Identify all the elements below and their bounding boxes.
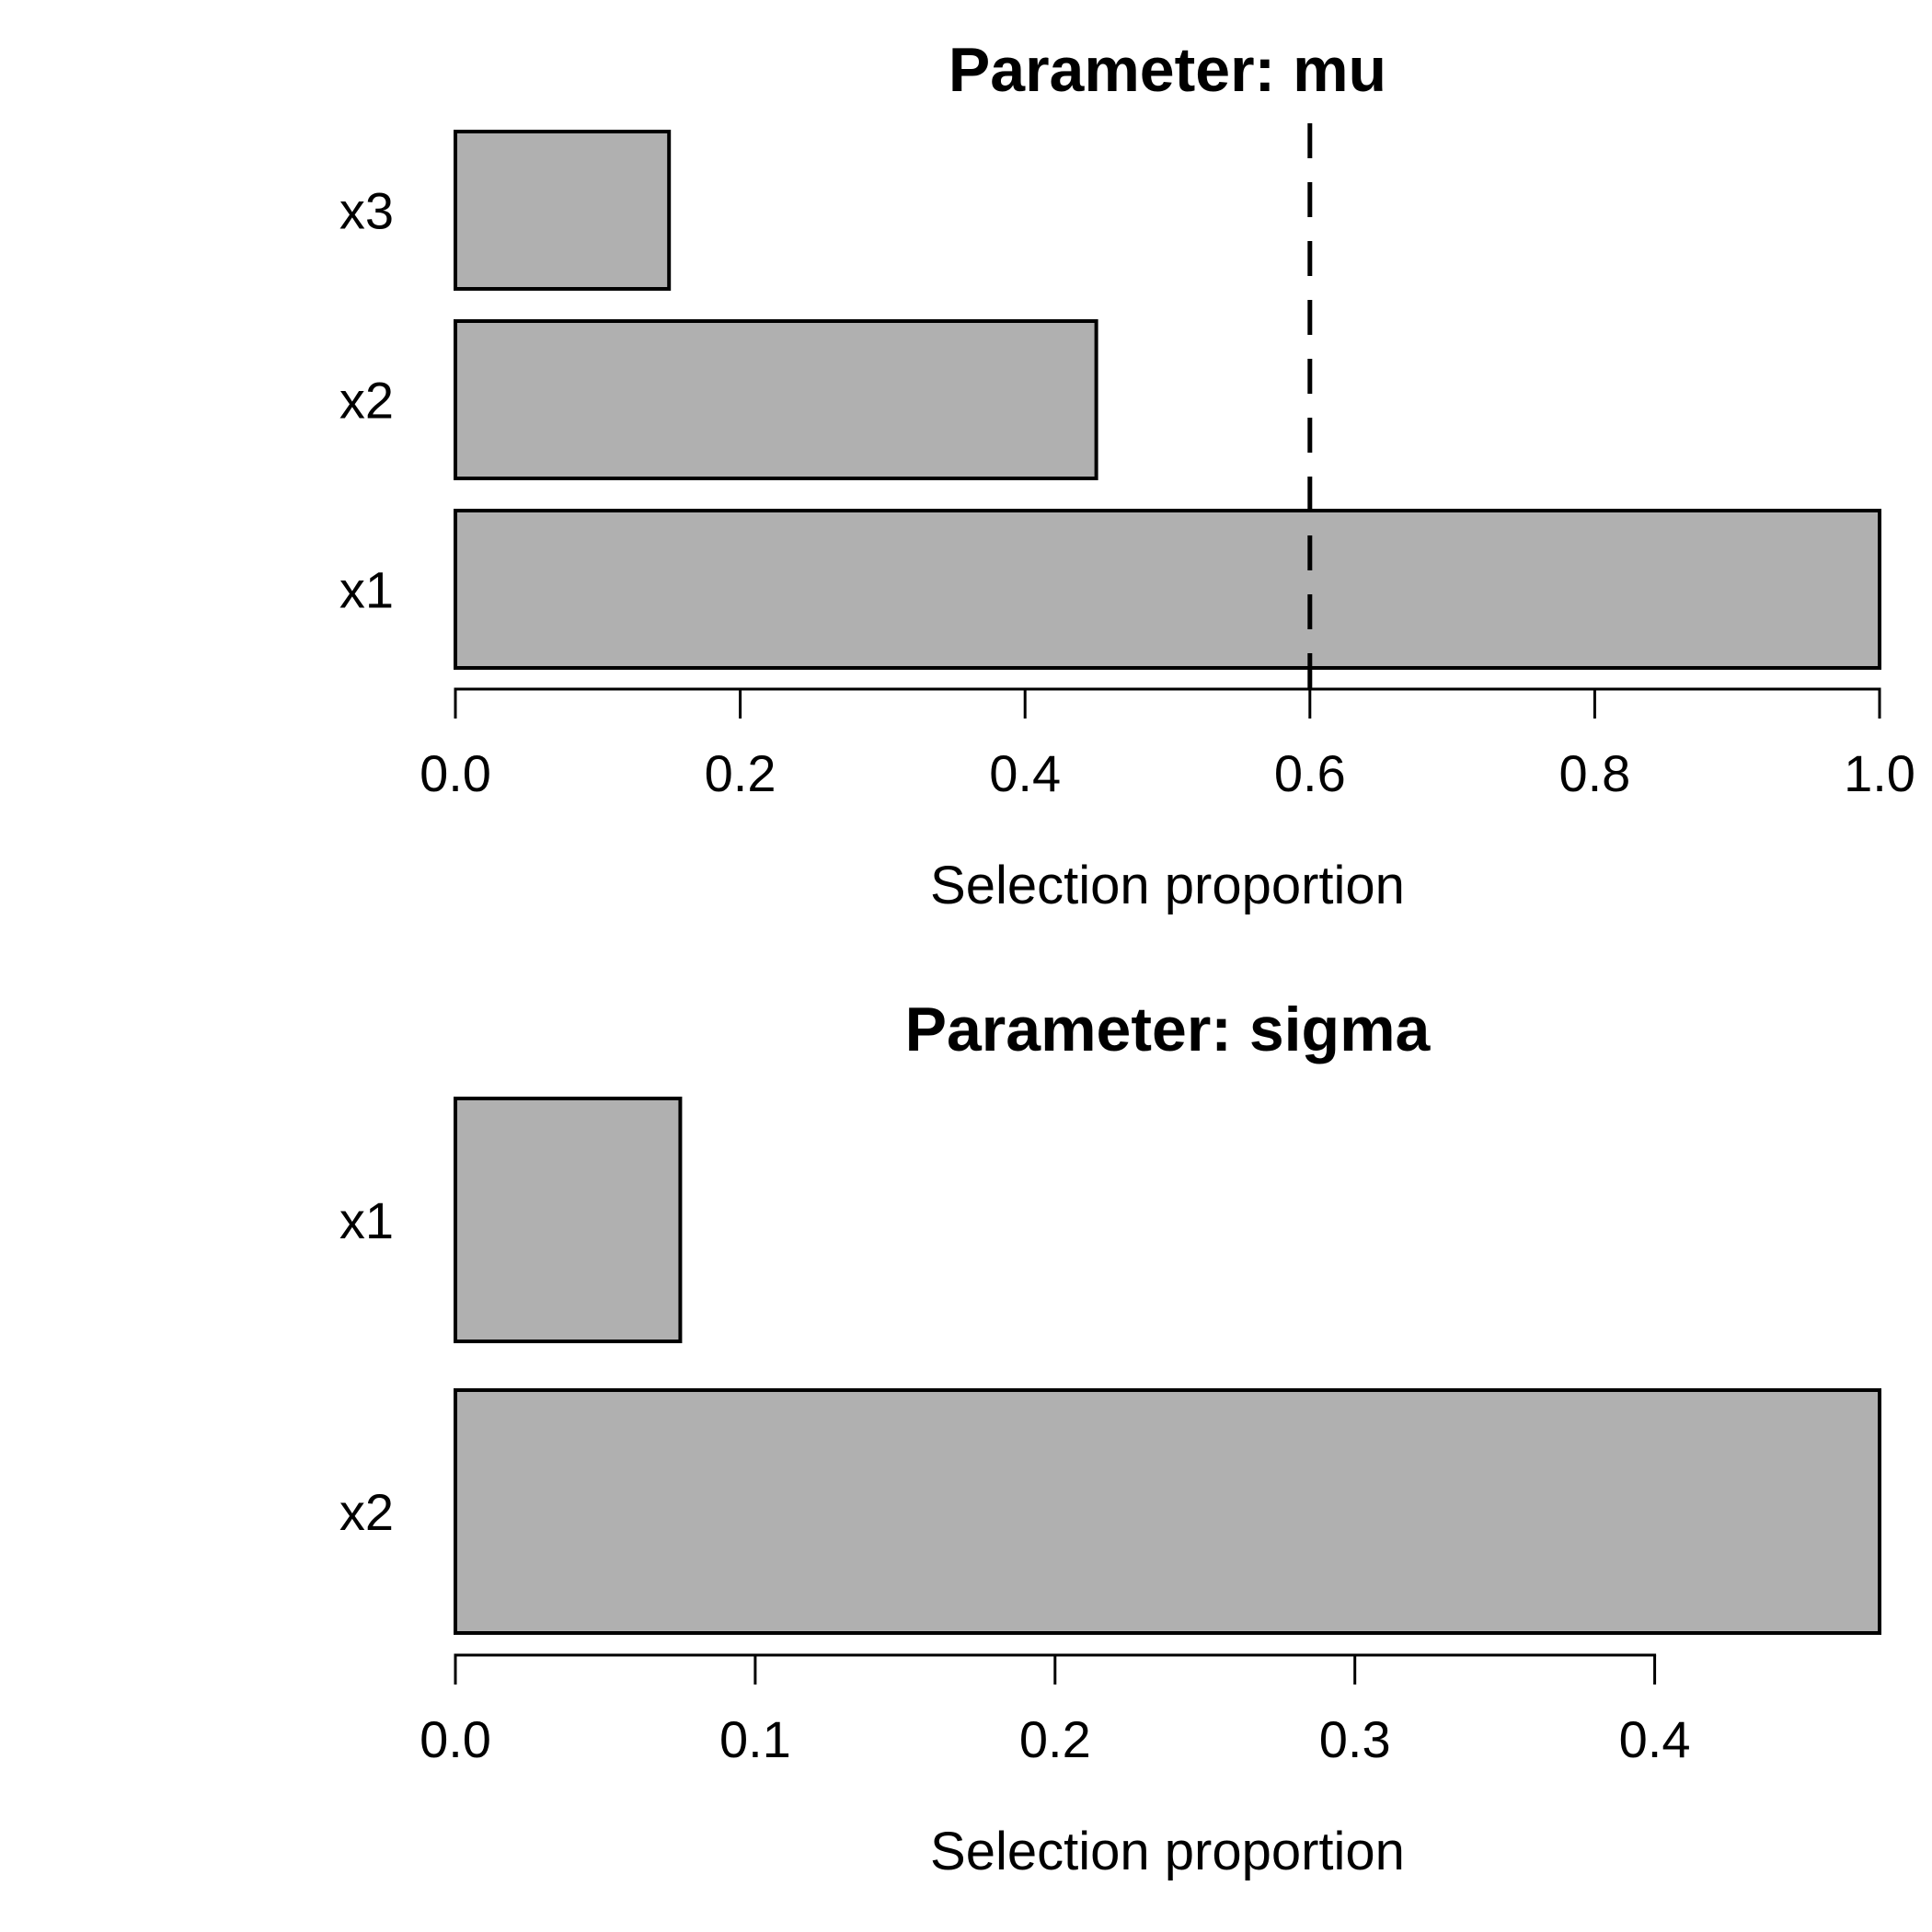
chart-title-mu: Parameter: mu bbox=[949, 35, 1386, 105]
bar-label-x1: x1 bbox=[339, 561, 394, 619]
x-axis-tick-label: 0.1 bbox=[719, 1710, 791, 1768]
bar-label-x2: x2 bbox=[339, 372, 394, 430]
x-axis-tick-label: 0.2 bbox=[705, 744, 776, 802]
x-axis-tick-label: 0.8 bbox=[1558, 744, 1630, 802]
bars-group-sigma: x1 x2 bbox=[339, 1097, 1881, 1635]
chart-title-sigma: Parameter: sigma bbox=[905, 995, 1432, 1064]
x-axis-mu: 0.0 0.2 0.4 0.6 0.8 1.0 bbox=[420, 687, 1915, 802]
bars-group-mu: x3 x2 x1 bbox=[339, 130, 1881, 670]
x-axis-tick-label: 0.4 bbox=[1619, 1710, 1691, 1768]
bar-x1 bbox=[454, 509, 1881, 670]
x-axis-tick-label: 0.6 bbox=[1274, 744, 1346, 802]
x-axis-tick-label: 0.0 bbox=[420, 1710, 491, 1768]
x-axis-tick-label: 0.3 bbox=[1319, 1710, 1391, 1768]
x-axis-tick-label: 0.4 bbox=[989, 744, 1061, 802]
bar-x3 bbox=[454, 130, 672, 291]
bar-label-x3: x3 bbox=[339, 182, 394, 240]
bar-x2 bbox=[454, 319, 1098, 480]
bar-x2 bbox=[454, 1388, 1881, 1635]
x-axis-sigma: 0.0 0.1 0.2 0.3 0.4 bbox=[420, 1653, 1691, 1768]
x-axis-tick-label: 1.0 bbox=[1844, 744, 1915, 802]
x-axis-tick-label: 0.2 bbox=[1019, 1710, 1091, 1768]
bar-label-x1: x1 bbox=[339, 1191, 394, 1249]
x-axis-title-mu: Selection proportion bbox=[930, 856, 1405, 915]
bar-label-x2: x2 bbox=[339, 1483, 394, 1541]
x-axis-title-sigma: Selection proportion bbox=[930, 1822, 1405, 1881]
x-axis-tick-label: 0.0 bbox=[420, 744, 491, 802]
panel-sigma: Parameter: sigma x1 x2 0.0 0.1 0.2 0.3 0.4 Se… bbox=[339, 995, 1881, 1881]
bar-x1 bbox=[454, 1097, 683, 1343]
